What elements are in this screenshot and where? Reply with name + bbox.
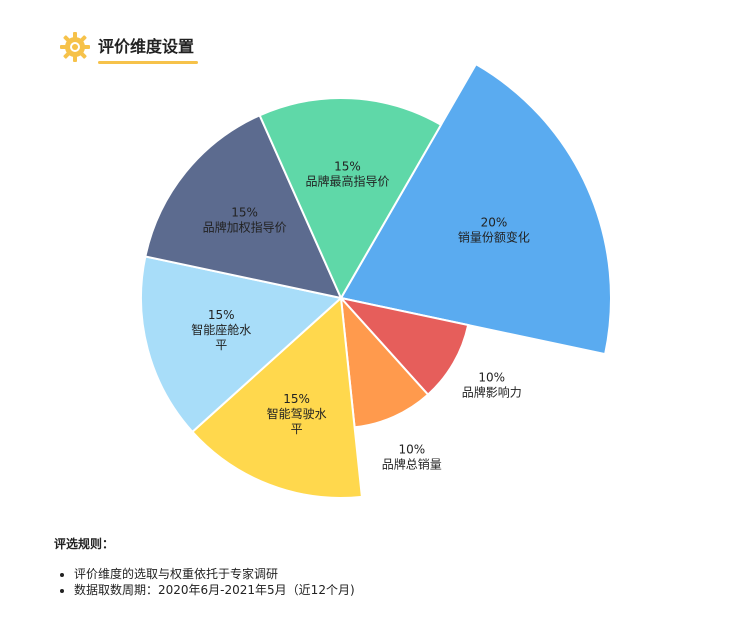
slice-percent-label: 15% [231, 206, 258, 220]
slice-1[interactable] [339, 62, 612, 356]
header: 评价维度设置 [58, 30, 199, 64]
slice-6[interactable] [144, 113, 343, 300]
rules-list: 评价维度的选取与权重依托于专家调研 数据取数周期：2020年6月-2021年5月… [54, 566, 355, 598]
rose-chart: 20%销量份额变化10%品牌影响力10%品牌总销量15%智能驾驶水平15%智能座… [140, 62, 612, 499]
slice-name-label: 智能驾驶水 [267, 406, 327, 421]
slice-percent-label: 10% [478, 371, 505, 385]
slice-2[interactable] [338, 296, 470, 397]
slice-3[interactable] [339, 295, 430, 429]
rules-section: 评选规则： 评价维度的选取与权重依托于专家调研 数据取数周期：2020年6月-2… [54, 535, 355, 598]
rule-item: 数据取数周期：2020年6月-2021年5月（近12个月) [74, 582, 355, 598]
slice-name-label: 平 [215, 338, 227, 352]
rules-heading: 评选规则： [54, 537, 115, 551]
slice-name-label: 品牌影响力 [462, 385, 522, 400]
labels-layer: 20%销量份额变化10%品牌影响力10%品牌总销量15%智能驾驶水平15%智能座… [191, 160, 530, 472]
title-wrap: 评价维度设置 [98, 36, 199, 64]
title-underline [98, 61, 199, 64]
slice-name-label: 智能座舱水 [191, 322, 251, 337]
slice-percent-label: 10% [398, 443, 425, 457]
slice-name-label: 平 [291, 422, 303, 436]
page-title: 评价维度设置 [98, 37, 195, 56]
gear-icon [60, 32, 90, 62]
slice-7[interactable] [258, 97, 443, 301]
slice-name-label: 品牌最高指导价 [305, 174, 389, 189]
slice-percent-label: 15% [334, 160, 361, 174]
slice-percent-label: 15% [283, 392, 310, 406]
slice-name-label: 品牌加权指导价 [203, 220, 287, 235]
slice-percent-label: 15% [208, 308, 235, 322]
rule-item: 评价维度的选取与权重依托于专家调研 [74, 566, 355, 582]
slice-5[interactable] [140, 255, 344, 434]
slices-layer [140, 62, 612, 499]
slice-4[interactable] [190, 295, 364, 499]
slice-name-label: 品牌总销量 [382, 458, 442, 472]
slice-percent-label: 20% [481, 215, 508, 229]
slice-name-label: 销量份额变化 [458, 229, 530, 244]
